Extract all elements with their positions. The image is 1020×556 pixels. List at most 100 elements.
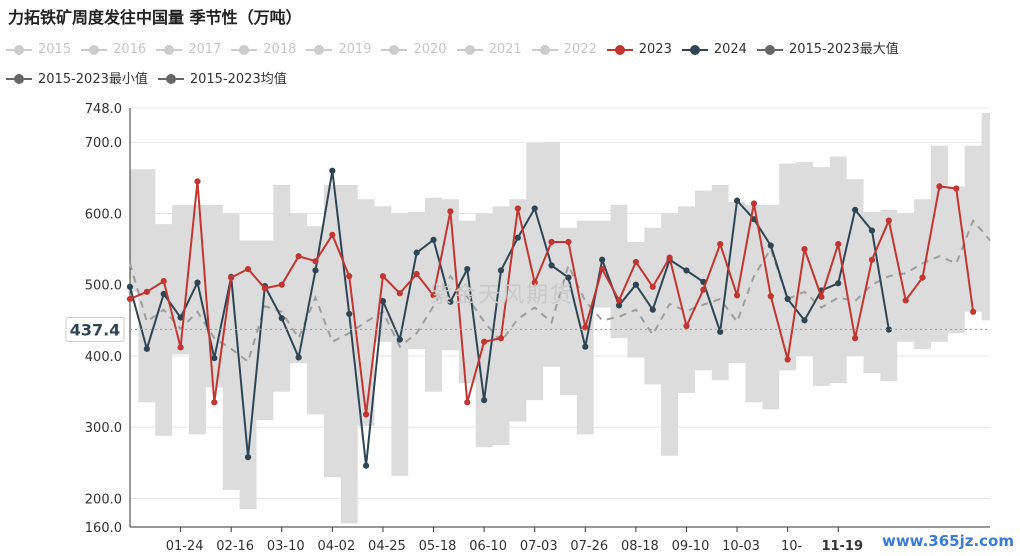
data-point-2023 [868, 256, 876, 263]
data-point-2023 [683, 322, 690, 330]
legend-marker-icon [6, 73, 32, 85]
x-tick-label: 11-19 [821, 539, 863, 554]
y-tick-label: 300.0 [85, 421, 122, 436]
legend-item-2015-2023均值[interactable]: 2015-2023均值 [157, 66, 287, 93]
data-point-2023 [801, 245, 808, 253]
x-tick-label: 04-02 [317, 539, 355, 554]
data-point-2024 [413, 249, 420, 256]
data-point-2023 [362, 411, 370, 418]
data-point-2023 [548, 238, 555, 246]
legend-label: 2021 [488, 42, 522, 57]
chart-legend: 2015 2016 2017 2018 2019 2020 2021 2022 2023 2024… [6, 36, 1016, 95]
legend-item-2015-2023最大值[interactable]: 2015-2023最大值 [756, 36, 899, 63]
data-point-2024 [312, 267, 319, 274]
x-tick-label: 03-10 [267, 539, 305, 554]
data-point-2023 [666, 254, 673, 261]
x-tick-label: 07-26 [570, 539, 608, 554]
y-tick-label: 160.0 [85, 521, 122, 536]
x-tick-label: 02-16 [216, 539, 254, 554]
x-tick-label: 05-18 [419, 539, 457, 554]
legend-marker-icon [681, 44, 708, 56]
legend-item-2021[interactable]: 2021 [456, 36, 522, 63]
data-point-2023 [717, 241, 724, 248]
data-point-2023 [565, 238, 572, 246]
legend-label: 2015-2023最大值 [788, 42, 899, 57]
data-point-2023 [733, 292, 741, 299]
legend-label: 2015-2023最小值 [38, 71, 148, 87]
data-point-2023 [599, 265, 606, 273]
data-point-2023 [851, 335, 859, 342]
data-point-2024 [868, 227, 876, 234]
data-point-2024 [632, 281, 639, 288]
x-tick-label: 10-03 [722, 539, 760, 554]
data-point-2024 [481, 397, 488, 404]
legend-label: 2015-2023均值 [189, 71, 287, 87]
data-point-2023 [160, 278, 167, 285]
data-point-2024 [447, 298, 454, 305]
legend-marker-icon [6, 44, 32, 56]
data-point-2023 [143, 288, 150, 295]
x-tick-label: 08-18 [621, 539, 659, 554]
data-point-2023 [244, 265, 252, 273]
data-point-2024 [649, 306, 656, 313]
data-point-2023 [447, 208, 454, 215]
data-point-2023 [464, 399, 471, 406]
data-point-2023 [953, 185, 960, 192]
data-point-2024 [126, 283, 134, 290]
legend-marker-icon [456, 44, 483, 56]
legend-marker-icon [606, 44, 633, 56]
x-tick-label: 01-24 [166, 539, 204, 554]
legend-item-2017[interactable]: 2017 [156, 36, 221, 63]
legend-marker-icon [306, 44, 333, 56]
y-tick-label: 500.0 [85, 279, 122, 294]
legend-item-2015-2023最小值[interactable]: 2015-2023最小值 [6, 66, 148, 93]
legend-marker-icon [231, 44, 258, 56]
data-point-2024 [767, 242, 774, 249]
legend-label: 2016 [113, 42, 147, 57]
legend-item-2018[interactable]: 2018 [231, 36, 296, 63]
data-point-2023 [970, 308, 977, 315]
data-point-2024 [514, 234, 521, 241]
x-tick-label: 07-03 [520, 539, 558, 554]
legend-item-2020[interactable]: 2020 [381, 36, 447, 63]
series-line-2024 [129, 170, 890, 466]
pointer-label-box [65, 316, 125, 342]
legend-marker-icon [81, 44, 108, 56]
data-point-2023 [818, 293, 825, 300]
legend-item-2022[interactable]: 2022 [531, 36, 597, 63]
legend-marker-icon [531, 44, 558, 56]
x-tick-label: 06-10 [469, 539, 507, 554]
data-point-2024 [784, 295, 791, 303]
footer-site-link[interactable]: www.365jz.com [881, 532, 1014, 550]
data-point-2024 [582, 343, 589, 350]
data-point-2024 [346, 310, 353, 318]
chart-title: 力拓铁矿周度发往中国量 季节性（万吨） [8, 8, 302, 27]
data-point-2024 [244, 454, 252, 461]
legend-item-2024[interactable]: 2024 [681, 36, 747, 63]
data-point-2024 [717, 328, 724, 335]
legend-marker-icon [756, 44, 783, 56]
legend-item-2016[interactable]: 2016 [81, 36, 146, 63]
legend-item-2019[interactable]: 2019 [306, 36, 371, 63]
legend-label: 2018 [263, 42, 297, 57]
data-point-2024 [278, 315, 285, 322]
y-tick-label: 748.0 [85, 102, 122, 117]
data-point-2024 [801, 317, 808, 324]
data-point-2023 [632, 258, 639, 266]
data-point-2024 [683, 267, 690, 274]
legend-item-2023[interactable]: 2023 [606, 36, 672, 63]
y-tick-label: 600.0 [85, 207, 122, 222]
data-point-2023 [278, 281, 285, 288]
data-point-2024 [565, 274, 572, 281]
data-point-2023 [936, 183, 943, 190]
legend-marker-icon [381, 44, 408, 56]
legend-item-2015[interactable]: 2015 [6, 36, 71, 63]
max-min-band [130, 112, 999, 524]
data-point-2023 [261, 285, 269, 292]
data-point-2023 [126, 295, 134, 303]
data-point-2023 [615, 297, 623, 304]
data-point-2024 [497, 267, 505, 274]
data-point-2023 [194, 178, 201, 185]
watermark: 紫金天风期货 [430, 283, 575, 308]
y-tick-label: 700.0 [85, 136, 122, 151]
